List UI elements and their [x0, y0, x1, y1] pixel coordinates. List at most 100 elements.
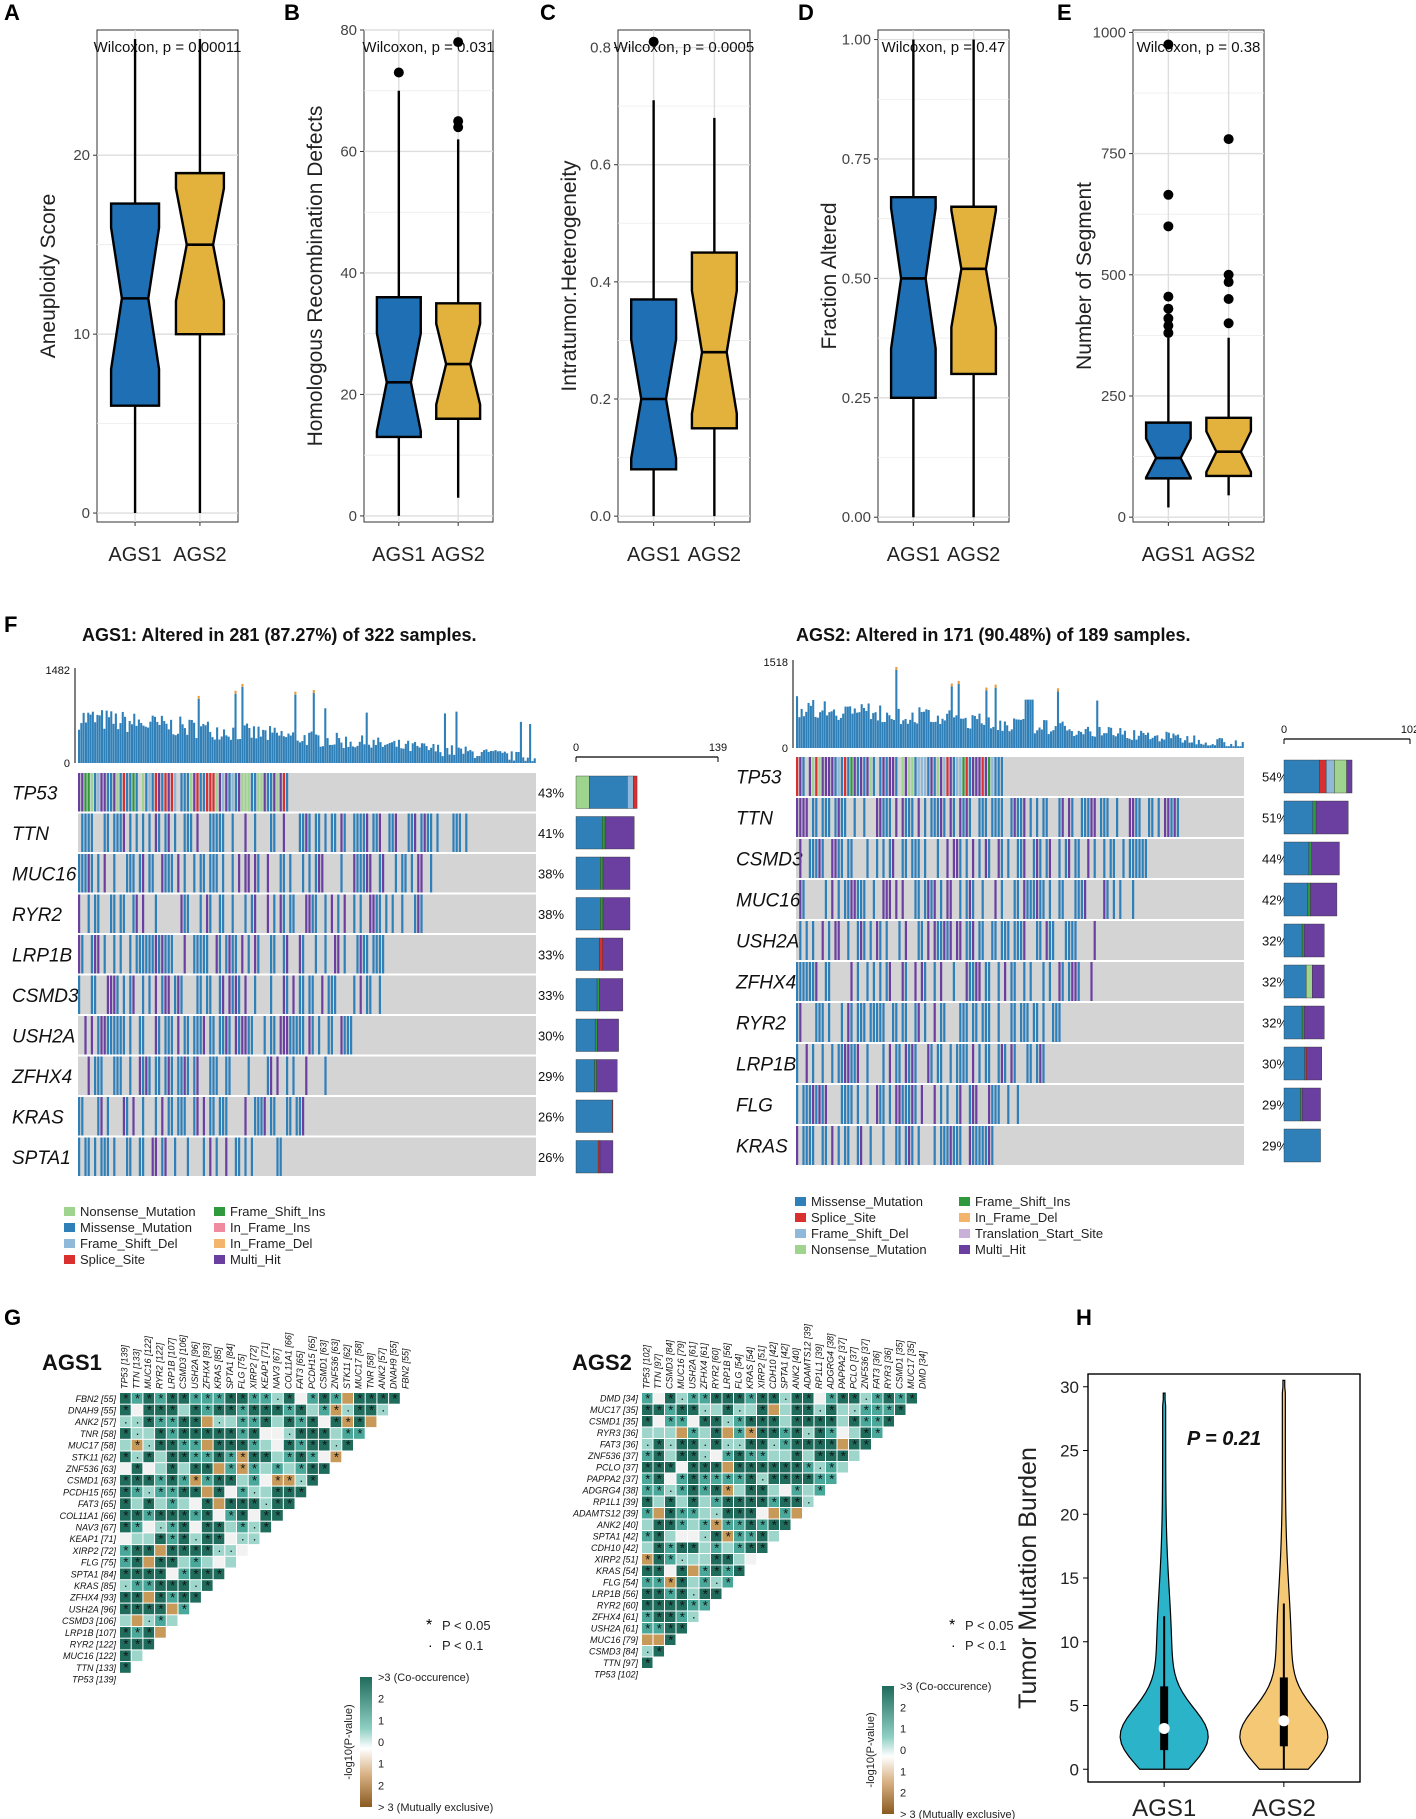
heatmap-cell	[837, 1404, 848, 1415]
significance-mark: ·	[703, 1529, 707, 1544]
mutation-cell	[994, 798, 997, 837]
heatmap-cell	[155, 1404, 166, 1416]
mutation-cell	[334, 935, 337, 974]
significance-mark: ·	[124, 1414, 128, 1429]
significance-mark: *	[691, 1483, 696, 1498]
significance-mark: *	[691, 1402, 696, 1417]
heatmap-cell	[837, 1439, 848, 1450]
tmb-bar	[913, 722, 916, 748]
tmb-bar	[363, 744, 366, 763]
tmb-bar	[483, 750, 486, 763]
mutation-cell	[177, 1016, 180, 1055]
mutation-cell	[1144, 839, 1147, 878]
mutation-cell	[87, 854, 90, 893]
mutation-cell	[132, 894, 135, 933]
heatmap-cell	[826, 1473, 837, 1484]
heatmap-row-label: TTN [133]	[76, 1663, 117, 1673]
significance-mark: ·	[276, 1391, 280, 1406]
significance-mark: *	[668, 1540, 673, 1555]
mutation-cell	[1004, 962, 1007, 1001]
heatmap-cell	[166, 1568, 178, 1580]
heatmap-cell	[143, 1627, 155, 1638]
sig-legend-label: P < 0.05	[442, 1618, 491, 1633]
mutation-cell	[940, 880, 943, 919]
heatmap-cell	[342, 1393, 353, 1404]
tmb-bar	[959, 718, 963, 748]
stat-annotation: P = 0.21	[1187, 1428, 1261, 1450]
mutation-cell	[914, 880, 917, 919]
heatmap-cell	[688, 1473, 699, 1484]
significance-mark: ·	[147, 1485, 151, 1500]
significance-mark: *	[182, 1543, 187, 1558]
heatmap-cell	[131, 1603, 143, 1615]
mutation-cell	[917, 1003, 920, 1042]
mutation-cell	[209, 1016, 212, 1055]
mutation-cell	[129, 935, 132, 974]
mutation-cell	[898, 1085, 901, 1124]
significance-mark: *	[357, 1403, 362, 1418]
tmb-bar	[865, 710, 868, 748]
mutation-cell	[914, 757, 917, 796]
significance-mark: *	[703, 1483, 708, 1498]
heatmap-cell	[143, 1533, 155, 1545]
heatmap-cell	[642, 1577, 653, 1588]
mutation-cell	[305, 813, 308, 852]
significance-mark: *	[217, 1473, 222, 1488]
significance-mark: ·	[299, 1473, 303, 1488]
mutation-cell	[151, 1137, 154, 1176]
mutation-cell	[106, 1016, 109, 1055]
significance-mark: ·	[229, 1543, 233, 1558]
heatmap-column-label: COL11A1 [66]	[283, 1332, 293, 1389]
significance-mark: *	[737, 1506, 742, 1521]
tmb-bar	[354, 747, 357, 763]
significance-mark: ·	[692, 1586, 696, 1601]
tmb-bar	[289, 735, 292, 763]
heatmap-cell	[768, 1531, 779, 1542]
panel-label-d: D	[798, 0, 814, 25]
heatmap-row-label: NAV3 [67]	[75, 1522, 116, 1532]
tmb-bar	[248, 728, 251, 763]
matrix-row-bg	[78, 1097, 536, 1136]
box	[109, 202, 161, 407]
heatmap-cell	[642, 1439, 653, 1450]
heatmap-cell	[155, 1568, 166, 1580]
tmb-bar	[812, 700, 815, 748]
mutation-cell	[199, 894, 202, 933]
heatmap-cell	[711, 1462, 722, 1473]
mutation-cell	[802, 880, 805, 919]
significance-mark: *	[158, 1485, 163, 1500]
mutation-cell	[414, 813, 417, 852]
significance-mark: *	[252, 1426, 257, 1441]
heatmap-cell	[734, 1508, 745, 1519]
heatmap-cell	[676, 1565, 687, 1576]
significance-mark: *	[229, 1438, 234, 1453]
significance-mark: *	[726, 1391, 731, 1406]
heatmap-cell	[120, 1451, 131, 1463]
mutation-cell	[1128, 798, 1131, 837]
heatmap-cell	[699, 1531, 710, 1542]
tmb-bar	[1036, 730, 1039, 748]
significance-mark: *	[795, 1414, 800, 1429]
violin-iqr-box	[1279, 1677, 1288, 1747]
mutation-cell	[324, 813, 327, 852]
tmb-bar	[501, 752, 504, 763]
mutation-cell	[959, 1085, 962, 1124]
tmb-bar	[1149, 739, 1152, 748]
mutation-cell	[138, 1016, 141, 1055]
significance-mark: ·	[194, 1578, 198, 1593]
mutation-cell	[375, 894, 378, 933]
heatmap-row-label: STK11 [62]	[72, 1452, 117, 1462]
mutation-cell	[847, 1003, 850, 1042]
mutation-cell	[911, 1126, 914, 1165]
mutation-cell	[298, 975, 301, 1014]
side-bar-segment	[602, 897, 631, 931]
heatmap-cell	[757, 1519, 768, 1530]
violin-iqr-box	[1160, 1686, 1169, 1751]
heatmap-cell	[120, 1474, 131, 1486]
heatmap-cell	[120, 1533, 131, 1545]
tmb-bar	[1188, 742, 1191, 748]
mutation-cell	[1010, 798, 1013, 837]
significance-mark: ·	[715, 1506, 719, 1521]
tmb-bar	[973, 715, 976, 748]
